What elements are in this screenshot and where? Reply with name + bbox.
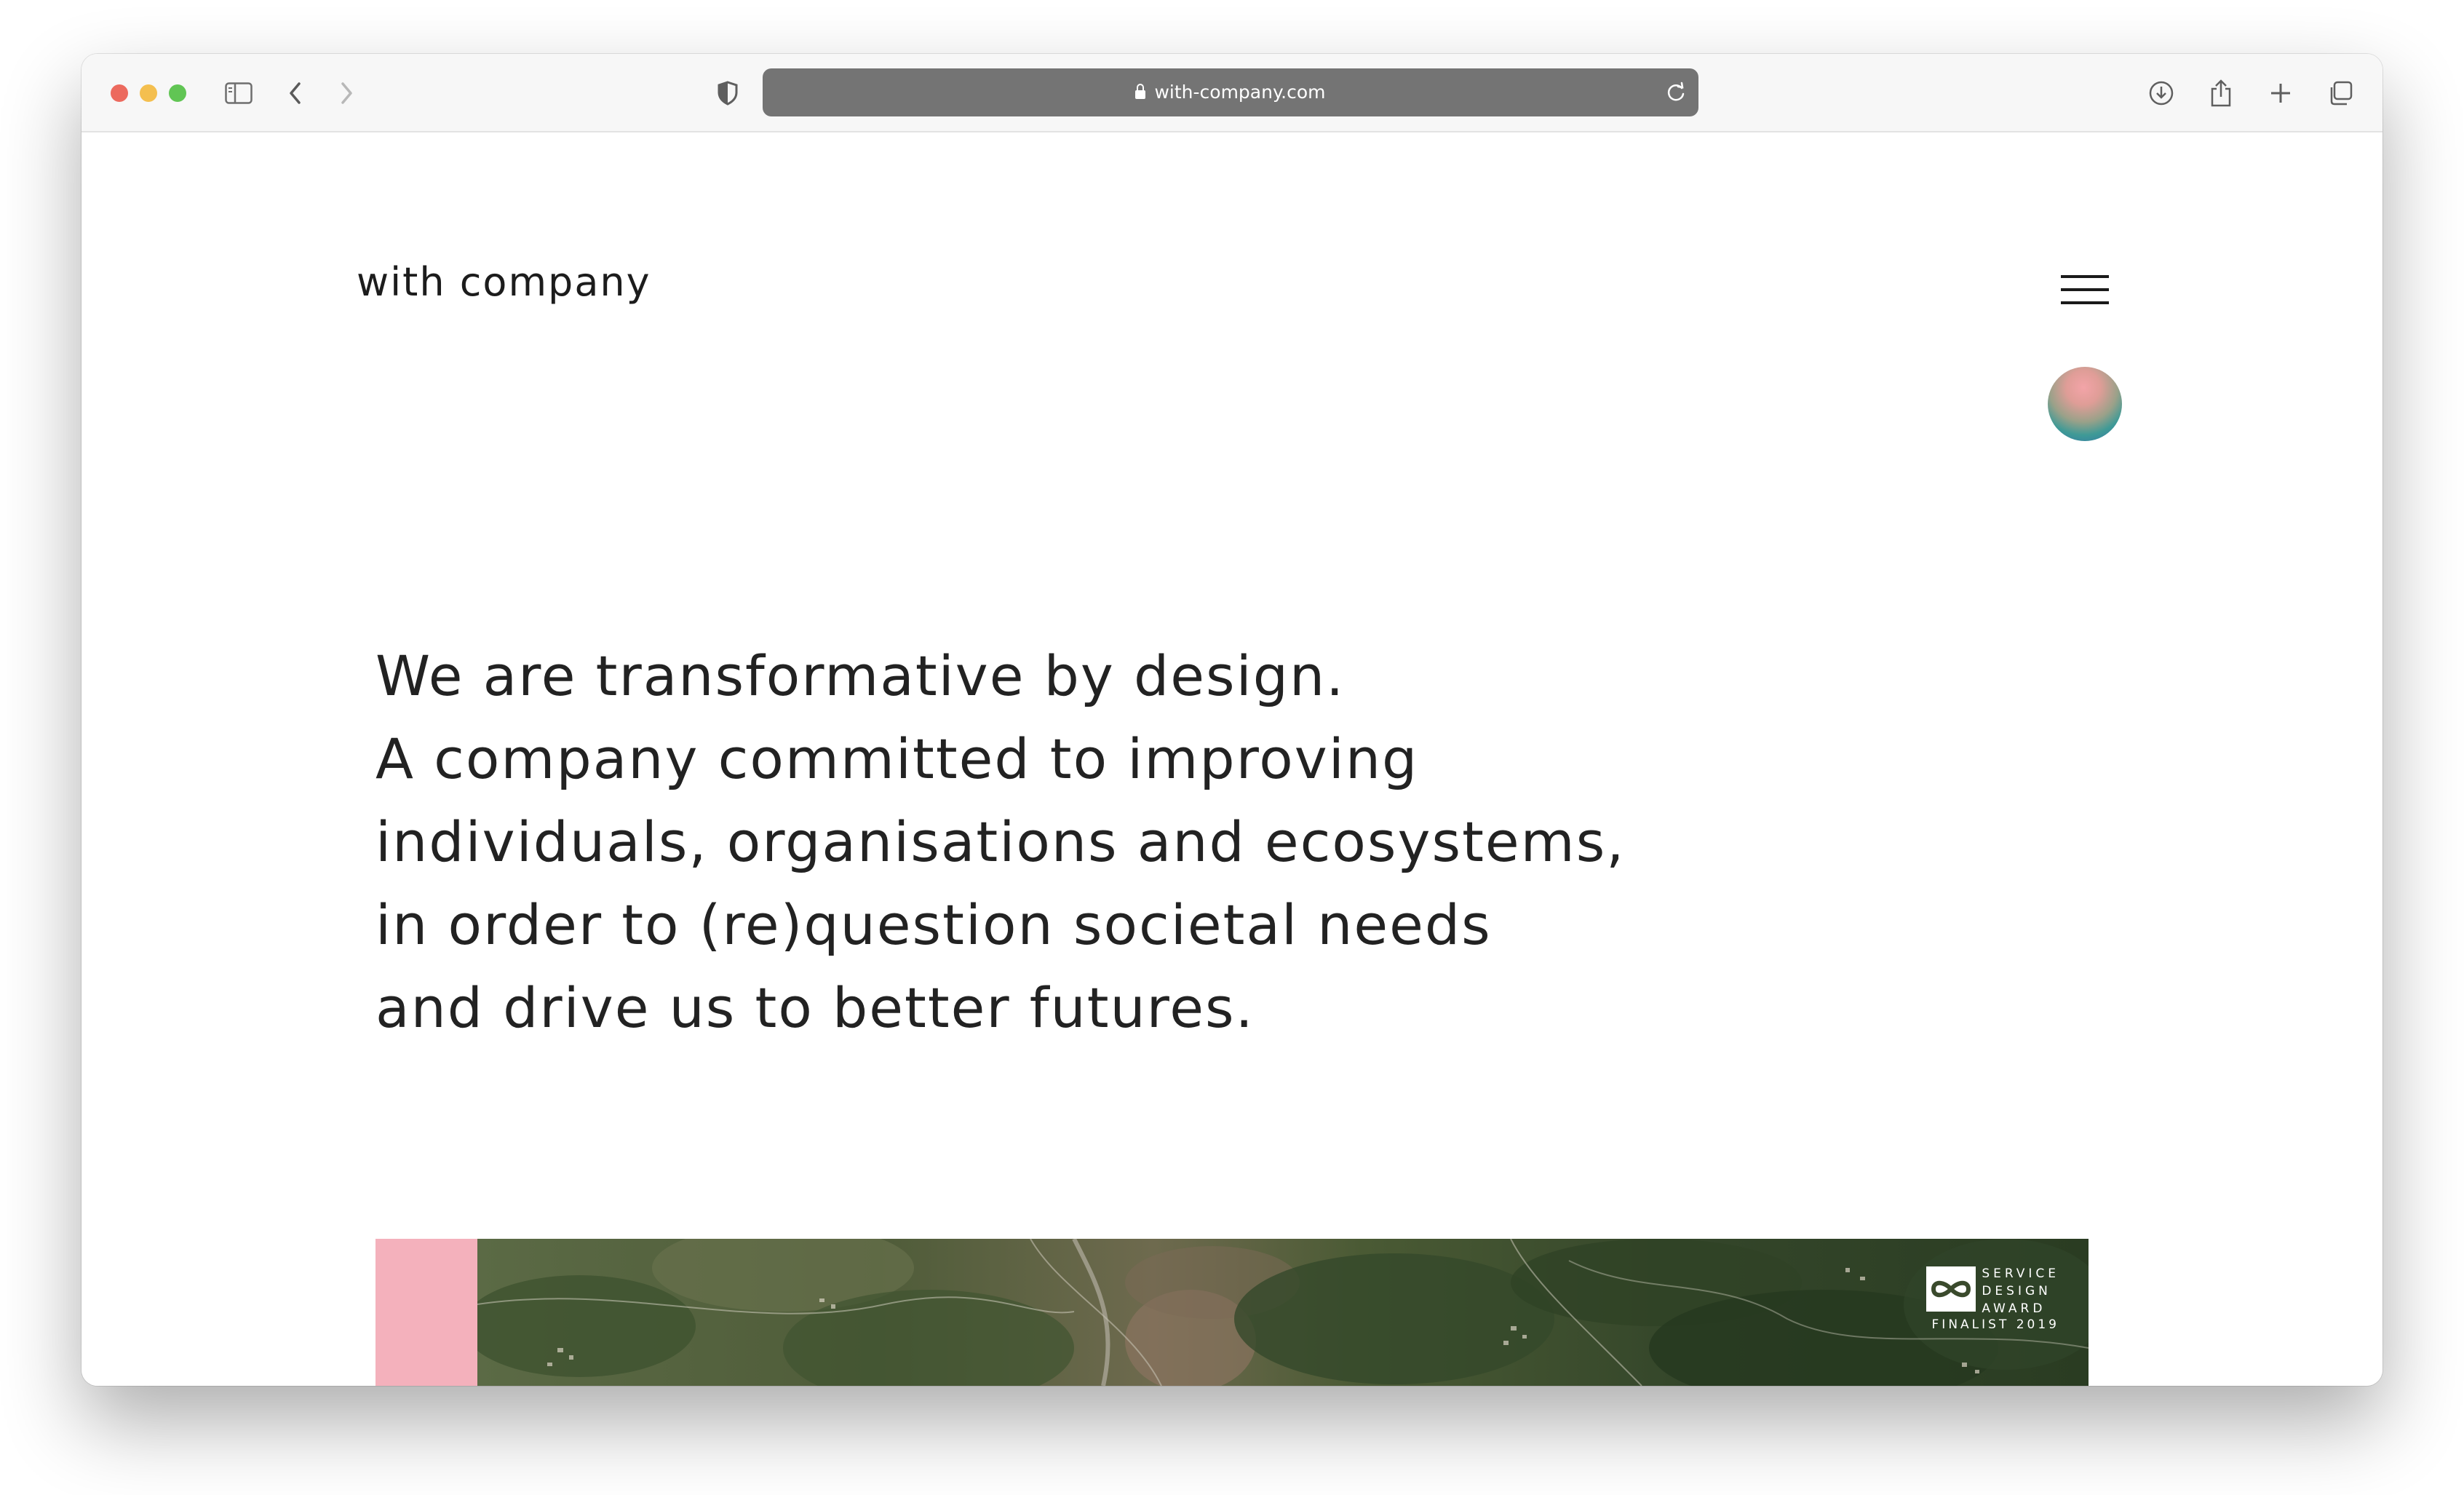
hero-line: and drive us to better futures. [375,975,1255,1040]
pink-accent-strip [375,1239,477,1386]
sidebar-icon[interactable] [220,74,258,112]
badge-line: AWARD [1982,1301,2046,1316]
new-tab-icon[interactable] [2262,74,2300,112]
minimize-window-button[interactable] [140,84,157,102]
badge-line: SERVICE [1982,1266,2059,1281]
service-design-award-badge: SERVICE DESIGN AWARD FINALIST 2019 [1926,1265,2059,1335]
site-logo[interactable]: with company [357,259,651,305]
maximize-window-button[interactable] [169,84,186,102]
address-bar[interactable]: with-company.com [763,68,1698,116]
aerial-landscape-image: SERVICE DESIGN AWARD FINALIST 2019 [477,1239,2089,1386]
privacy-shield-icon[interactable] [709,74,747,112]
back-icon[interactable] [277,74,314,112]
hero-line: individuals, organisations and ecosystem… [375,809,1626,874]
page-content: with company We are transformative by de… [82,132,2382,1386]
download-icon[interactable] [2142,74,2180,112]
reload-icon[interactable] [1664,80,1688,105]
aerial-photo [477,1239,2089,1386]
url-text: with-company.com [1154,82,1326,103]
close-window-button[interactable] [111,84,128,102]
forward-icon[interactable] [327,74,365,112]
hamburger-icon[interactable] [2061,275,2109,306]
hero-line: A company committed to improving [375,726,1419,791]
lock-icon [1135,84,1146,99]
badge-line: DESIGN [1982,1284,2051,1298]
badge-finalist-text: FINALIST 2019 [1931,1317,2059,1332]
browser-toolbar: with-company.com [82,54,2382,132]
hero-statement: We are transformative by design. A compa… [375,635,1976,1050]
infinity-logo-icon [1926,1266,1976,1312]
gradient-orb [2048,367,2122,441]
share-icon[interactable] [2202,74,2240,112]
browser-window: with-company.com with company We are tr [82,54,2382,1386]
tab-overview-icon[interactable] [2321,74,2359,112]
hero-line: We are transformative by design. [375,643,1346,708]
hero-line: in order to (re)question societal needs [375,892,1492,957]
